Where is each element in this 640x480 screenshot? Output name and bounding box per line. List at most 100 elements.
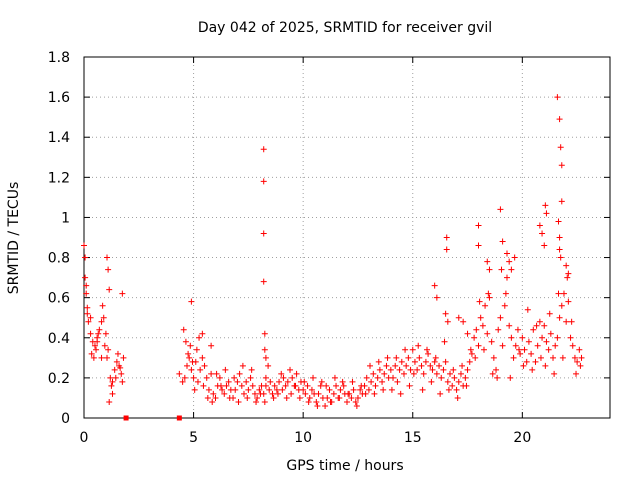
- data-point: [433, 294, 440, 301]
- data-point: [521, 346, 528, 353]
- data-point: [545, 346, 552, 353]
- data-point: [105, 266, 112, 273]
- data-point: [296, 394, 303, 401]
- data-point: [460, 318, 467, 325]
- data-point: [552, 342, 559, 349]
- data-point: [339, 378, 346, 385]
- gridlines: [84, 57, 610, 418]
- y-tick-label: 1.8: [48, 50, 70, 66]
- data-point: [331, 374, 338, 381]
- data-point: [393, 354, 400, 361]
- data-point: [477, 314, 484, 321]
- data-point: [466, 358, 473, 365]
- data-point: [402, 346, 409, 353]
- data-point: [387, 366, 394, 373]
- data-point: [120, 354, 127, 361]
- data-point: [113, 358, 120, 365]
- data-point: [91, 342, 98, 349]
- data-point: [365, 386, 372, 393]
- data-point: [516, 346, 523, 353]
- data-point: [213, 370, 220, 377]
- data-point: [362, 390, 369, 397]
- data-point: [508, 266, 515, 273]
- data-point: [260, 230, 267, 237]
- data-point: [260, 146, 267, 153]
- data-point: [104, 354, 111, 361]
- data-point: [529, 366, 536, 373]
- data-point: [266, 386, 273, 393]
- data-point: [199, 330, 206, 337]
- data-point: [490, 354, 497, 361]
- data-point: [209, 398, 216, 405]
- data-point: [221, 390, 228, 397]
- data-point: [449, 382, 456, 389]
- data-point: [345, 390, 352, 397]
- data-point: [260, 278, 267, 285]
- data-point: [90, 354, 97, 361]
- data-point: [573, 370, 580, 377]
- data-point: [523, 358, 530, 365]
- data-point: [212, 394, 219, 401]
- data-point: [197, 366, 204, 373]
- data-point: [532, 358, 539, 365]
- data-point: [441, 338, 448, 345]
- data-point: [499, 238, 506, 245]
- data-point: [558, 162, 565, 169]
- data-point: [107, 374, 114, 381]
- data-point: [253, 398, 260, 405]
- data-point: [262, 354, 269, 361]
- data-point: [488, 338, 495, 345]
- data-point: [384, 354, 391, 361]
- data-point: [468, 350, 475, 357]
- data-point: [203, 374, 210, 381]
- data-point: [199, 354, 206, 361]
- data-point: [340, 382, 347, 389]
- data-point: [344, 398, 350, 405]
- data-point: [543, 338, 550, 345]
- data-point: [196, 334, 203, 341]
- data-point: [539, 230, 546, 237]
- data-point: [376, 366, 383, 373]
- y-tick-label: 0.2: [48, 371, 70, 387]
- data-point: [482, 302, 489, 309]
- data-point: [565, 298, 572, 305]
- y-tick-label: 1: [61, 210, 70, 226]
- data-point: [292, 382, 299, 389]
- x-tick-label: 10: [294, 430, 312, 446]
- data-point: [388, 386, 395, 393]
- data-point: [322, 402, 329, 409]
- y-tick-label: 0.8: [48, 251, 70, 267]
- data-point: [550, 354, 557, 361]
- data-point: [472, 354, 479, 361]
- data-point: [485, 290, 492, 297]
- data-point: [557, 254, 564, 261]
- data-point: [287, 366, 294, 373]
- data-point: [98, 354, 105, 361]
- data-point: [232, 386, 239, 393]
- data-point: [397, 390, 404, 397]
- x-tick-label: 0: [80, 430, 89, 446]
- data-point: [534, 342, 541, 349]
- data-point: [559, 354, 566, 361]
- data-point: [567, 334, 574, 341]
- data-point: [427, 362, 434, 369]
- data-point: [267, 378, 274, 385]
- data-point: [82, 274, 89, 281]
- data-point: [542, 202, 549, 209]
- data-point: [102, 330, 109, 337]
- data-point: [95, 330, 102, 337]
- data-point: [438, 374, 445, 381]
- data-point: [271, 382, 278, 389]
- data-point: [180, 326, 187, 333]
- data-point: [524, 306, 531, 313]
- data-point: [415, 342, 422, 349]
- data-point: [324, 394, 331, 401]
- data-point: [455, 314, 462, 321]
- data-point: [554, 334, 561, 341]
- data-point: [403, 362, 410, 369]
- data-point: [313, 398, 320, 405]
- y-tick-labels: 0 0.2 0.4 0.6 0.8 1 1.2 1.4 1.6 1.8: [48, 50, 70, 427]
- data-point: [455, 378, 462, 385]
- data-point: [350, 386, 357, 393]
- data-point: [354, 394, 361, 401]
